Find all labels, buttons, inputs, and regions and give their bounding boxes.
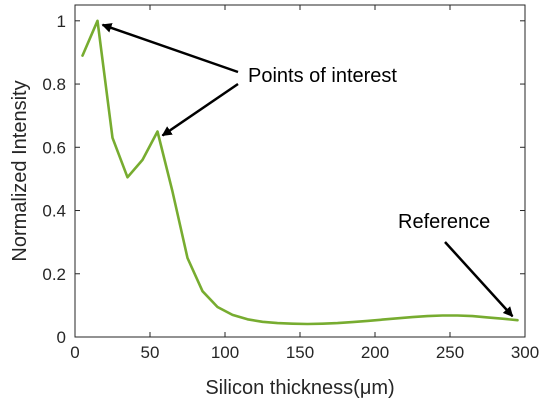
plot-frame	[74, 4, 526, 338]
annotation-arrow	[101, 23, 239, 74]
x-tick-label: 50	[141, 343, 160, 362]
axes	[74, 4, 526, 338]
series-layer	[81, 19, 519, 326]
y-tick-label: 0.2	[42, 265, 66, 284]
y-tick-label: 0.8	[42, 75, 66, 94]
x-tick-label: 250	[436, 343, 464, 362]
annotation-label: Reference	[398, 211, 490, 233]
ticks: 0 50 100 150 200 250 300 0 0.2 0.4 0.6 0.8 1	[42, 5, 539, 362]
x-tick-label: 100	[211, 343, 239, 362]
x-tick-label: 200	[361, 343, 389, 362]
x-axis-label: Silicon thickness(μm)	[205, 377, 394, 399]
y-tick-label: 0	[57, 328, 66, 347]
y-tick-label: 0.4	[42, 202, 66, 221]
annotations: Points of interest Reference	[101, 23, 514, 318]
x-tick-label: 300	[511, 343, 539, 362]
y-tick-label: 0.6	[42, 138, 66, 157]
series-line	[81, 19, 519, 326]
y-axis-label: Normalized Intensity	[9, 80, 31, 261]
annotation-label: Points of interest	[248, 65, 397, 87]
annotation-arrow	[444, 241, 514, 318]
y-tick-label: 1	[57, 12, 66, 31]
annotation-arrow	[161, 82, 239, 137]
x-tick-label: 150	[286, 343, 314, 362]
x-tick-label: 0	[70, 343, 79, 362]
